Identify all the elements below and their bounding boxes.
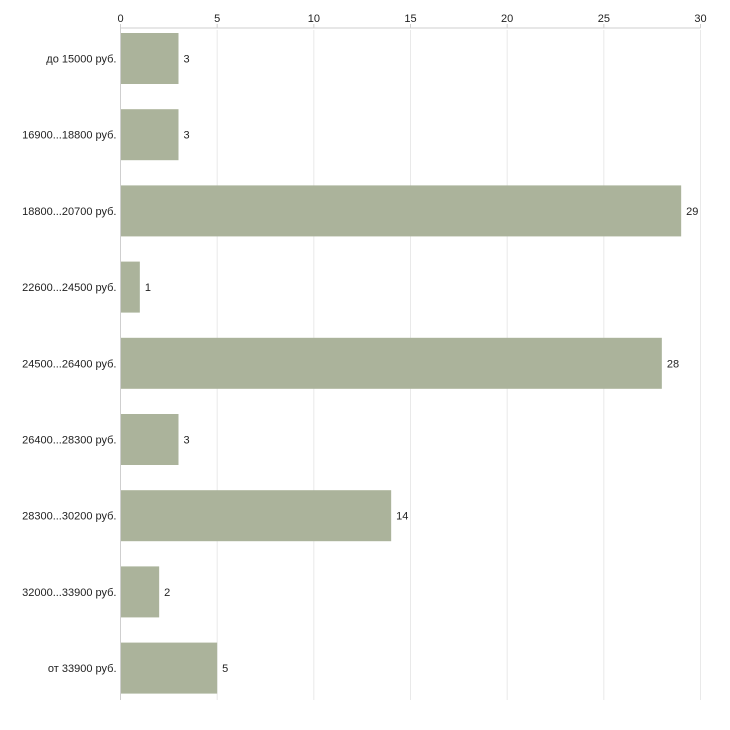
bar [120,566,160,618]
x-tick-label: 25 [598,13,610,25]
x-tick-label: 5 [214,13,220,25]
value-label: 3 [184,130,190,142]
category-label: 16900...18800 руб. [22,130,116,142]
value-label: 1 [145,282,151,294]
value-label: 5 [222,663,228,675]
bar [120,642,218,694]
category-label: 26400...28300 руб. [22,435,116,447]
x-tick-label: 0 [117,13,123,25]
category-label: 28300...30200 руб. [22,511,116,523]
value-label: 3 [184,435,190,447]
category-label: 22600...24500 руб. [22,282,116,294]
value-label: 14 [396,511,408,523]
x-tick-label: 15 [404,13,416,25]
x-tick-label: 30 [694,13,706,25]
category-label: от 33900 руб. [48,663,117,675]
value-label: 28 [667,358,679,370]
category-label: до 15000 руб. [46,54,116,66]
bars [120,33,682,694]
x-tick-label: 20 [501,13,513,25]
category-label: 18800...20700 руб. [22,206,116,218]
value-label: 3 [184,54,190,66]
value-label: 29 [686,206,698,218]
bar [120,414,179,465]
category-label: 32000...33900 руб. [22,587,116,599]
bar [120,185,682,237]
x-tick-label: 10 [308,13,320,25]
bar [120,109,179,161]
bar [120,261,140,313]
category-label: 24500...26400 руб. [22,358,116,370]
bar [120,337,662,389]
value-label: 2 [164,587,170,599]
bar [120,490,392,542]
bar [120,33,179,84]
axes [120,24,701,700]
